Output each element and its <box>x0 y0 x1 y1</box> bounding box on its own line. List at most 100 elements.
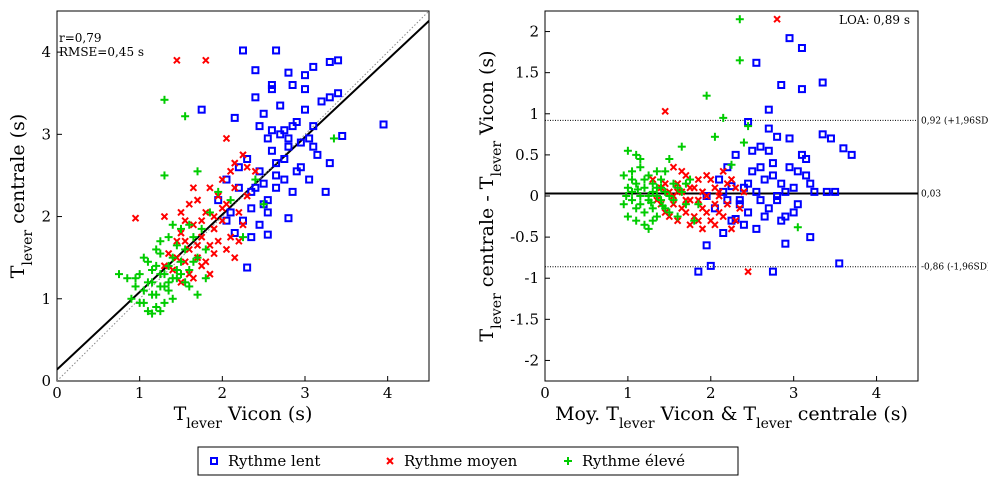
data-point <box>694 200 703 209</box>
data-point <box>263 196 272 205</box>
data-point <box>773 132 782 141</box>
data-point <box>640 220 649 229</box>
mean-bias-label: 0,03 <box>921 190 941 200</box>
data-point <box>210 225 218 233</box>
data-point <box>185 220 194 229</box>
data-point <box>793 200 802 209</box>
y-tick-label: -2 <box>524 351 539 369</box>
y-tick-label: 3 <box>41 125 51 143</box>
data-point <box>636 200 645 209</box>
data-point <box>230 113 239 122</box>
legend-item: Rythme élevé <box>564 452 685 470</box>
data-point <box>284 134 293 143</box>
data-point <box>160 95 169 104</box>
data-point <box>288 187 297 196</box>
data-point <box>317 97 326 106</box>
data-point <box>251 93 260 102</box>
data-point <box>777 216 786 225</box>
data-point <box>802 155 811 163</box>
data-point <box>736 204 744 213</box>
data-point <box>633 185 642 194</box>
data-point <box>649 175 657 184</box>
data-point <box>226 233 235 241</box>
data-point <box>673 183 682 192</box>
data-point <box>760 212 769 221</box>
data-point <box>325 159 334 168</box>
lower-loa-label: -0,86 (-1,96SD) <box>921 262 988 273</box>
data-point <box>810 187 819 196</box>
y-tick-label: -1.5 <box>510 310 539 328</box>
data-point <box>160 212 169 221</box>
data-point <box>661 107 669 116</box>
data-point <box>189 233 198 242</box>
data-point <box>218 216 227 225</box>
data-point <box>623 146 632 155</box>
data-point <box>694 175 703 184</box>
data-point <box>818 78 827 87</box>
data-point <box>628 167 637 176</box>
data-point <box>707 216 715 225</box>
data-point <box>272 171 281 180</box>
data-point <box>206 184 214 192</box>
legend-box <box>197 446 739 476</box>
data-point <box>226 167 235 176</box>
data-point <box>648 216 657 225</box>
data-point <box>202 258 210 266</box>
data-point <box>189 184 198 192</box>
data-point <box>822 187 831 196</box>
data-point <box>189 257 198 266</box>
x-tick-label: 4 <box>872 384 882 402</box>
data-point <box>678 167 686 176</box>
data-point <box>127 294 136 303</box>
data-point <box>214 187 223 196</box>
data-point <box>338 131 347 140</box>
data-point <box>309 62 318 71</box>
data-point <box>661 167 670 176</box>
data-point <box>284 214 293 223</box>
data-point <box>313 150 322 159</box>
data-point <box>748 146 757 155</box>
data-point <box>768 267 777 276</box>
data-point <box>185 282 194 291</box>
data-point <box>123 274 132 283</box>
data-point <box>173 253 181 262</box>
data-point <box>682 196 690 204</box>
data-point <box>673 212 682 221</box>
data-point <box>267 81 276 89</box>
y-tick-label: 1.5 <box>515 64 539 82</box>
data-point <box>201 274 210 283</box>
data-point <box>185 266 194 274</box>
data-point <box>806 179 815 188</box>
data-point <box>793 223 802 232</box>
data-point <box>181 245 190 254</box>
data-point <box>214 192 222 200</box>
data-point <box>177 208 185 217</box>
data-point <box>702 192 711 200</box>
data-point <box>243 163 251 171</box>
data-point <box>334 89 343 98</box>
data-point <box>744 122 753 131</box>
data-point <box>677 187 686 196</box>
data-point <box>748 167 757 176</box>
y-tick-label: 2 <box>529 23 539 41</box>
data-point <box>301 71 309 80</box>
data-point <box>206 241 214 250</box>
data-point <box>826 134 835 143</box>
data-point <box>640 175 649 184</box>
x-tick-label: 3 <box>300 384 310 402</box>
data-point <box>711 184 719 192</box>
data-point <box>636 192 645 200</box>
data-point <box>156 237 165 246</box>
y-tick-label: 1 <box>529 105 539 123</box>
x-tick-label: 1 <box>135 384 145 402</box>
data-point <box>818 130 827 139</box>
x-axis-label: Moy. Tlever Vicon & Tlever centrale (s) <box>555 403 908 432</box>
data-point <box>143 257 152 266</box>
data-point <box>206 270 214 278</box>
data-point <box>321 187 330 196</box>
data-point <box>764 204 773 213</box>
data-point <box>702 192 711 200</box>
data-point <box>251 66 260 75</box>
data-point <box>251 175 260 184</box>
data-point <box>284 142 293 151</box>
